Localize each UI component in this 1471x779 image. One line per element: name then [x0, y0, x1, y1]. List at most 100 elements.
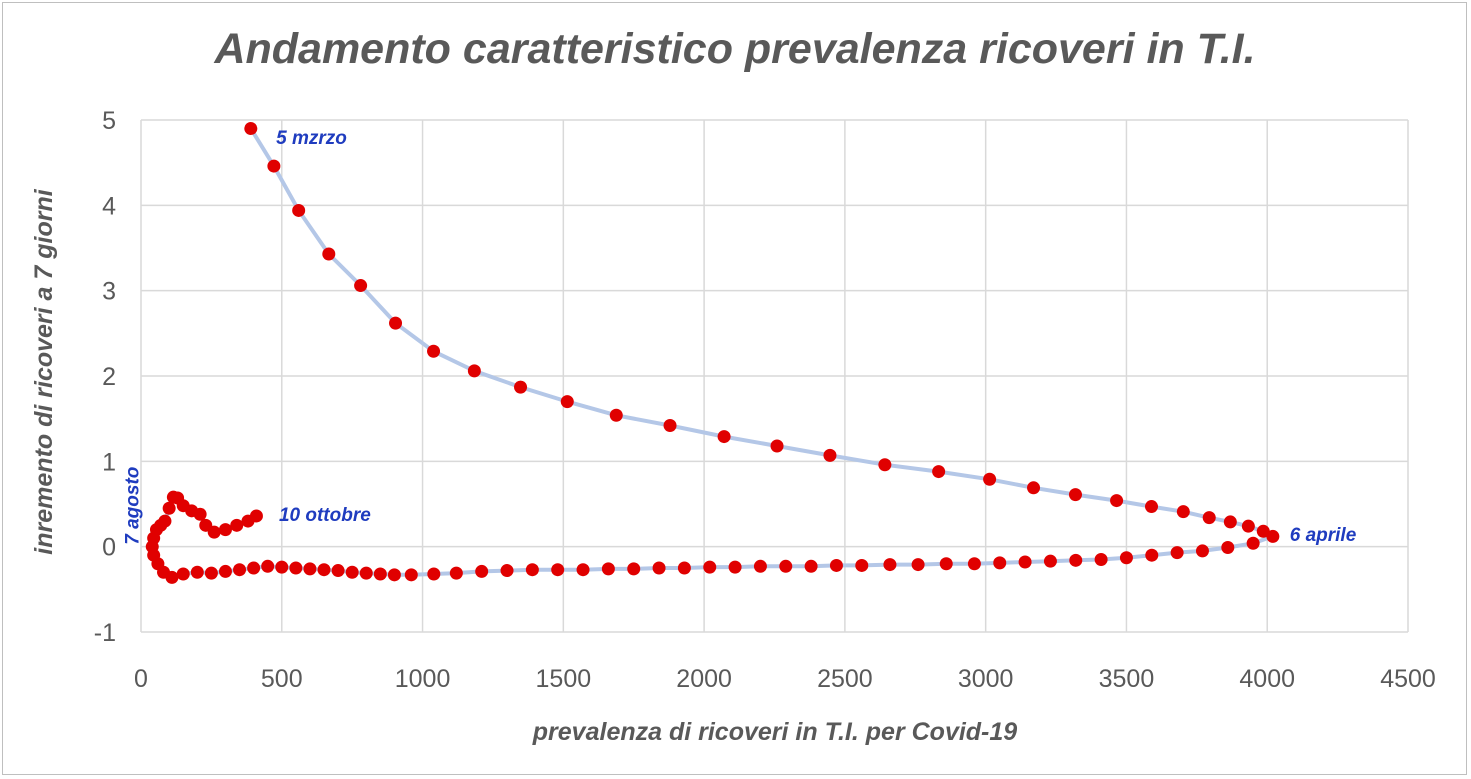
data-point — [627, 562, 641, 576]
y-tick-label: 4 — [102, 192, 116, 220]
data-point — [427, 567, 441, 581]
annotations: 5 mzrzo 6 aprile 10 ottobre 7 agosto — [123, 128, 1357, 546]
data-point — [244, 122, 258, 136]
x-tick-label: 3500 — [1099, 665, 1155, 693]
data-point — [359, 566, 373, 580]
x-tick-label: 4000 — [1239, 665, 1295, 693]
data-point — [717, 430, 731, 444]
data-point — [967, 557, 981, 571]
data-point — [855, 558, 869, 572]
y-tick-label: -1 — [94, 619, 116, 647]
data-point — [1018, 555, 1032, 569]
y-tick-label: 3 — [102, 278, 116, 306]
data-point — [911, 558, 925, 572]
x-tick-label: 2000 — [676, 665, 732, 693]
data-point — [779, 559, 793, 573]
data-point — [609, 408, 623, 422]
data-point — [1094, 552, 1108, 566]
data-point — [162, 501, 176, 515]
data-point — [193, 507, 207, 521]
data-point — [404, 568, 418, 582]
data-point — [823, 448, 837, 462]
data-point — [218, 523, 232, 537]
data-point — [207, 525, 221, 539]
y-tick-labels: -1 0 1 2 3 4 5 — [94, 107, 116, 647]
y-tick-label: 2 — [102, 363, 116, 391]
y-tick-label: 0 — [102, 534, 116, 562]
data-point — [303, 562, 317, 576]
x-tick-label: 1500 — [536, 665, 592, 693]
x-tick-label: 0 — [134, 665, 148, 693]
data-point — [1223, 515, 1237, 529]
data-point — [1027, 481, 1041, 495]
gridlines — [140, 119, 1409, 633]
chart-title: Andamento caratteristico prevalenza rico… — [213, 25, 1255, 73]
data-point — [1195, 544, 1209, 558]
data-point — [373, 567, 387, 581]
annotation-label: 7 agosto — [123, 467, 144, 545]
data-point — [728, 560, 742, 574]
data-point — [449, 566, 463, 580]
data-point — [292, 203, 306, 217]
x-tick-label: 500 — [261, 665, 303, 693]
data-point — [331, 564, 345, 578]
data-point — [218, 564, 232, 578]
annotation-label: 6 aprile — [1290, 525, 1357, 546]
data-point — [677, 561, 691, 575]
data-point — [1119, 551, 1133, 565]
data-point — [1170, 546, 1184, 560]
data-point — [389, 316, 403, 330]
data-point — [601, 562, 615, 576]
x-tick-labels: 0 500 1000 1500 2000 2500 3000 3500 4000 4500 — [134, 665, 1436, 693]
data-point — [514, 380, 528, 394]
y-tick-label: 5 — [102, 107, 116, 135]
data-point — [427, 344, 441, 358]
series-points — [145, 122, 1280, 584]
data-point — [652, 561, 666, 575]
data-point — [1110, 494, 1124, 508]
data-point — [878, 458, 892, 472]
data-point — [289, 561, 303, 575]
data-point — [267, 159, 281, 173]
data-point — [322, 247, 336, 261]
data-point — [770, 439, 784, 453]
data-point — [1145, 500, 1159, 514]
data-point — [1069, 553, 1083, 567]
data-point — [230, 518, 244, 532]
data-point — [1266, 529, 1280, 543]
data-point — [247, 561, 261, 575]
data-point — [158, 514, 172, 528]
data-point — [753, 559, 767, 573]
data-point — [576, 563, 590, 577]
data-point — [354, 279, 368, 293]
data-point — [939, 557, 953, 571]
x-tick-label: 2500 — [817, 665, 873, 693]
annotation-label: 10 ottobre — [279, 505, 371, 526]
data-point — [1246, 536, 1260, 550]
data-point — [804, 559, 818, 573]
data-point — [1221, 541, 1235, 555]
data-point — [261, 559, 275, 573]
data-point — [525, 563, 539, 577]
data-point — [387, 568, 401, 582]
data-point — [983, 472, 997, 486]
data-point — [1145, 548, 1159, 562]
data-point — [233, 563, 247, 577]
x-tick-label: 3000 — [958, 665, 1014, 693]
x-tick-label: 1000 — [395, 665, 451, 693]
data-point — [345, 565, 359, 579]
data-point — [1202, 511, 1216, 525]
x-axis-label: prevalenza di ricoveri in T.I. per Covid… — [532, 718, 1018, 746]
data-point — [1043, 554, 1057, 568]
data-point — [993, 556, 1007, 570]
data-point — [467, 364, 481, 378]
data-point — [1256, 524, 1270, 538]
y-tick-label: 1 — [102, 448, 116, 476]
y-axis-label: inremento di ricoveri a 7 giorni — [30, 188, 58, 554]
data-point — [275, 560, 289, 574]
data-point — [703, 560, 717, 574]
data-point — [190, 565, 204, 579]
data-point — [883, 558, 897, 572]
